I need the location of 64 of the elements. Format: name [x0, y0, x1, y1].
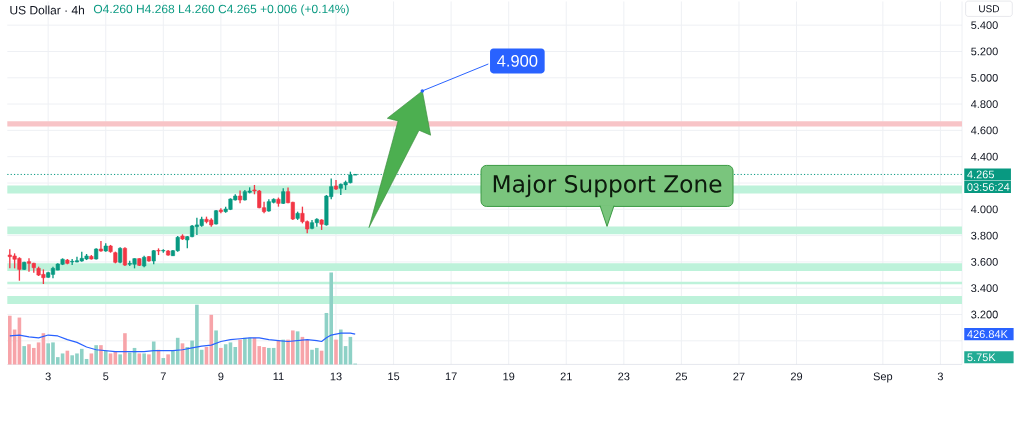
chart-title: US Dollar · 4h — [10, 5, 85, 15]
x-tick-label: Sep — [873, 372, 893, 383]
text: USD — [979, 5, 999, 13]
bar — [8, 315, 12, 365]
x-tick-label: 5 — [103, 372, 109, 381]
candlestick — [26, 257, 32, 273]
x-tick-label: 15 — [388, 372, 400, 381]
x-tick-label: 19 — [503, 372, 515, 381]
bar — [281, 339, 286, 365]
y-tick-label: 4.800 — [970, 100, 998, 108]
bar — [305, 339, 310, 365]
x-tick-label: 25 — [675, 372, 688, 381]
x-tick-label: 17 — [445, 372, 457, 381]
bar — [238, 339, 242, 365]
bar — [118, 354, 122, 365]
text: 426.84K — [967, 330, 1008, 339]
annotation: Major Support Zone — [493, 174, 722, 198]
bar — [243, 337, 247, 365]
x-tick-label: 29 — [790, 372, 803, 381]
ref-line-label: 4.265 — [967, 170, 994, 179]
bar — [214, 330, 218, 365]
bar — [103, 350, 108, 365]
x-tick-label: 23 — [618, 372, 630, 381]
y-tick-label: 3.200 — [971, 310, 998, 319]
bar — [147, 354, 151, 365]
bar — [334, 339, 338, 365]
bar — [219, 347, 223, 365]
bar — [142, 353, 146, 365]
bar — [94, 345, 98, 365]
y-tick-label: 4.400 — [970, 152, 998, 161]
bar — [79, 348, 84, 365]
bar — [99, 345, 103, 365]
candlestick — [98, 240, 103, 253]
y-tick-label: 5.200 — [971, 47, 998, 56]
y-tick-label: 3.400 — [971, 284, 998, 293]
bar — [267, 347, 271, 365]
bar — [166, 354, 170, 365]
bar — [127, 352, 132, 365]
y-tick-label: 5.000 — [971, 73, 998, 82]
bar — [329, 272, 333, 365]
chart-subtitle: O4.260 H4.268 L4.260 C4.265 +0.006 (+0.14%) — [93, 4, 349, 16]
annotation: 4.900 — [497, 55, 538, 67]
y-tick-label: 4.600 — [970, 126, 998, 135]
y-tick-label: 3.600 — [971, 258, 998, 266]
y-tick-label: 5.400 — [971, 21, 998, 30]
bar — [22, 346, 26, 365]
bar — [151, 341, 156, 365]
x-tick-label: 13 — [330, 372, 342, 381]
text: 03:56:24 — [967, 183, 1010, 191]
x-tick-label: 3 — [937, 372, 943, 381]
bar — [175, 337, 180, 365]
x-tick-label: 9 — [218, 372, 224, 381]
x-tick-label: 7 — [160, 372, 166, 381]
bar — [339, 329, 343, 365]
bar — [209, 314, 214, 365]
x-tick-label: 3 — [45, 372, 51, 381]
x-tick-label: 21 — [560, 372, 572, 381]
candlestick — [122, 246, 127, 267]
y-tick-label: 3.800 — [971, 231, 998, 240]
y-tick-label: 4.000 — [970, 205, 998, 214]
text: 5.75K — [967, 353, 996, 362]
x-tick-label: 27 — [733, 372, 745, 381]
bar — [123, 333, 127, 365]
x-tick-label: 11 — [273, 372, 284, 381]
